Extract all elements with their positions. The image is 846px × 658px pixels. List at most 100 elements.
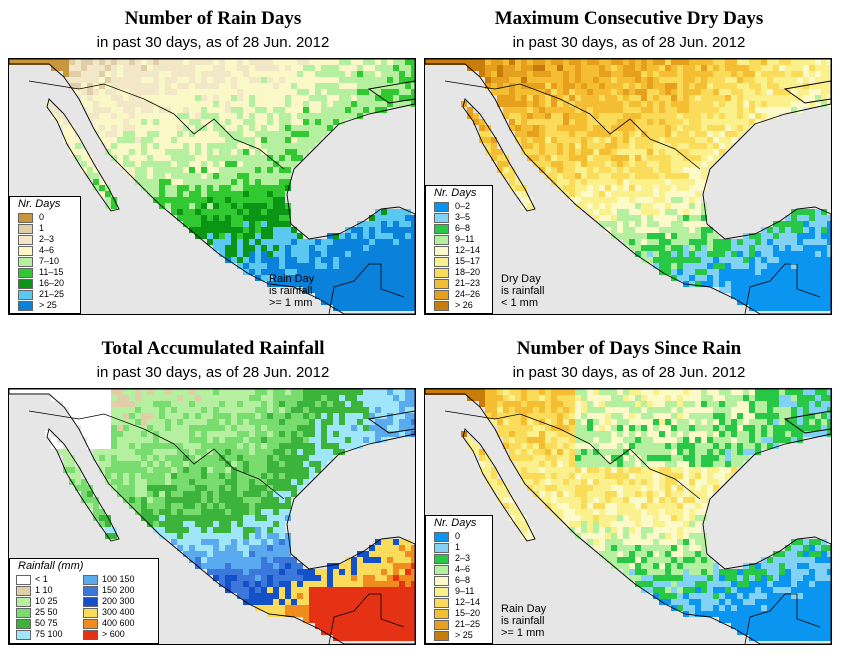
legend-swatch — [434, 542, 449, 553]
legend-item: 100 150 — [77, 574, 144, 585]
legend-item: 50 75 — [10, 618, 77, 629]
legend-label: 1 — [455, 542, 461, 552]
legend-item: 1 — [10, 223, 80, 234]
note-line: Rain Day — [269, 273, 315, 285]
legend-swatch — [434, 575, 449, 586]
legend-swatch — [434, 201, 449, 212]
legend-item: 2–3 — [426, 553, 492, 564]
legend-label: > 600 — [102, 629, 125, 639]
legend-swatch — [18, 245, 33, 256]
legend-label: 1 — [39, 223, 45, 233]
legend-item: > 25 — [426, 630, 492, 641]
legend-item: 6–8 — [426, 575, 492, 586]
legend-label: 9–11 — [455, 234, 475, 244]
legend-item: 9–11 — [426, 586, 492, 597]
legend-swatch — [16, 618, 31, 629]
legend-label: 24–26 — [455, 289, 481, 299]
legend-item: 1 10 — [10, 585, 77, 596]
note-line: Dry Day — [501, 273, 541, 285]
coastline — [9, 59, 415, 314]
coastline — [367, 410, 415, 434]
legend-title: Rainfall (mm) — [18, 560, 84, 572]
legend-item: 24–26 — [426, 289, 492, 300]
legend-item: 21–25 — [10, 289, 80, 300]
panel-rain-days: Number of Rain Days in past 30 days, as … — [8, 0, 418, 315]
legend-item: 15–20 — [426, 608, 492, 619]
legend-item: 300 400 — [77, 607, 144, 618]
legend-swatch — [18, 234, 33, 245]
legend-swatch — [434, 234, 449, 245]
legend-item: 6–8 — [426, 223, 492, 234]
legend-swatch — [434, 212, 449, 223]
map-canvas — [425, 389, 831, 644]
legend-item: 75 100 — [10, 629, 77, 640]
legend-label: 7–10 — [39, 256, 60, 266]
legend-swatch — [434, 300, 449, 311]
legend-note: Rain Day is rainfall >= 1 mm — [269, 273, 314, 309]
legend-swatch — [434, 564, 449, 575]
legend-swatch — [18, 256, 33, 267]
legend-item: > 600 — [77, 629, 144, 640]
map-max-dry-days: Nr. Days 0–2 3–5 6–8 9–11 12–14 15–17 18–20 21–… — [424, 58, 832, 315]
legend-label: 11–15 — [39, 267, 64, 277]
legend-label: 100 150 — [102, 574, 135, 584]
note-line: < 1 mm — [501, 297, 538, 309]
legend-label: 0 — [39, 212, 45, 222]
legend-swatch — [434, 278, 449, 289]
legend-swatch — [434, 531, 449, 542]
legend-note: Rain Day is rainfall >= 1 mm — [501, 603, 546, 639]
country-border — [744, 593, 821, 644]
legend-swatch — [83, 607, 98, 618]
note-line: is rainfall — [269, 285, 313, 297]
legend-label: 2–3 — [39, 234, 55, 244]
legend-label: > 26 — [455, 300, 473, 310]
map-canvas — [9, 389, 415, 644]
coastline — [46, 428, 120, 542]
legend-swatch — [16, 574, 31, 585]
legend-swatch — [18, 289, 33, 300]
legend-swatch — [16, 607, 31, 618]
panel-max-dry-days: Maximum Consecutive Dry Days in past 30 … — [424, 0, 834, 315]
legend-item: 4–6 — [426, 564, 492, 575]
legend-label: > 25 — [39, 300, 57, 310]
legend-swatch — [83, 585, 98, 596]
legend-label: 400 600 — [102, 618, 135, 628]
coastline — [783, 410, 831, 434]
legend-label: 16–20 — [39, 278, 65, 288]
legend-item: 10 25 — [10, 596, 77, 607]
legend-label: 25 50 — [35, 607, 58, 617]
legend-item: 12–14 — [426, 597, 492, 608]
legend-label: 4–6 — [39, 245, 55, 255]
panel-title: Number of Rain Days — [124, 8, 302, 29]
legend-label: 21–25 — [39, 289, 65, 299]
legend-label: < 1 — [35, 574, 48, 584]
note-line: >= 1 mm — [269, 297, 313, 309]
note-line: >= 1 mm — [501, 627, 545, 639]
coastline — [462, 98, 536, 212]
legend-title: Nr. Days — [18, 198, 61, 210]
legend-label: > 25 — [455, 630, 473, 640]
note-line: is rainfall — [501, 615, 545, 627]
legend-label: 150 200 — [102, 585, 135, 595]
coastline — [9, 389, 415, 644]
legend-label: 6–8 — [455, 575, 471, 585]
legend-swatch — [434, 289, 449, 300]
legend-swatch — [83, 629, 98, 640]
legend-label: 50 75 — [35, 618, 58, 628]
country-border — [28, 80, 285, 170]
legend-label: 3–5 — [455, 212, 471, 222]
legend-item: 1 — [426, 542, 492, 553]
panel-subtitle: in past 30 days, as of 28 Jun. 2012 — [512, 364, 746, 381]
legend-item: 21–25 — [426, 619, 492, 630]
legend-swatch — [83, 596, 98, 607]
legend-label: 12–14 — [455, 597, 481, 607]
panel-subtitle: in past 30 days, as of 28 Jun. 2012 — [512, 34, 746, 51]
legend-swatch — [83, 574, 98, 585]
legend-swatch — [434, 553, 449, 564]
country-border — [28, 410, 285, 500]
legend-label: 2–3 — [455, 553, 471, 563]
panel-title: Maximum Consecutive Dry Days — [494, 8, 764, 29]
coastline — [425, 389, 831, 644]
legend-swatch — [18, 212, 33, 223]
legend-item: 2–3 — [10, 234, 80, 245]
